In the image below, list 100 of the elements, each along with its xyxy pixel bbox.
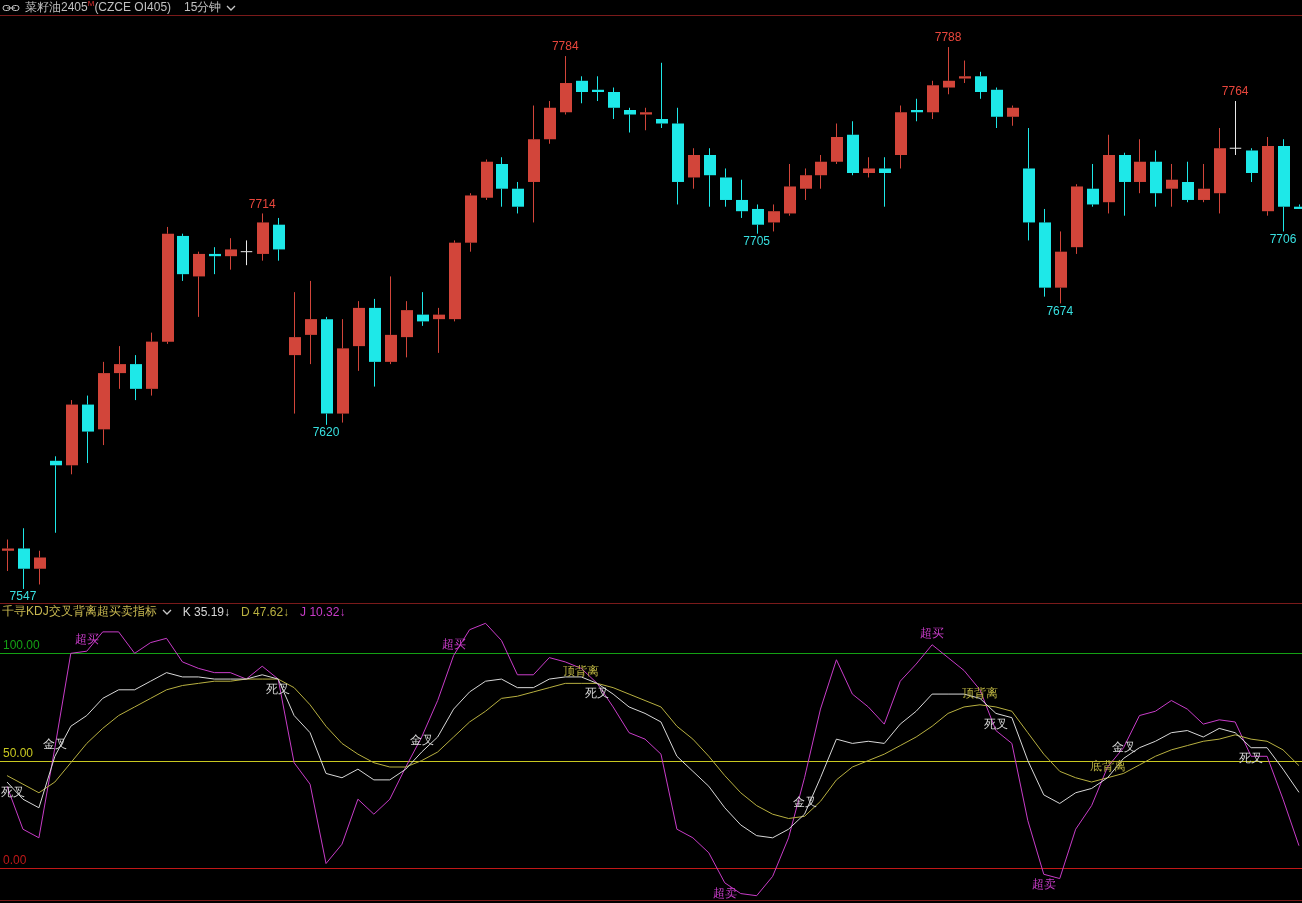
text: 7547 — [9, 589, 37, 604]
candlestick — [720, 167, 732, 208]
candlestick — [1039, 208, 1051, 298]
text: J 10.32↓ — [300, 604, 346, 619]
candlestick — [337, 318, 349, 424]
candlestick — [66, 399, 78, 475]
candlestick — [162, 226, 174, 345]
candlestick — [752, 203, 764, 235]
data-label: 金叉 — [792, 795, 817, 810]
candlestick — [831, 123, 843, 165]
candlestick — [1134, 138, 1146, 194]
candlestick — [18, 527, 30, 590]
text: 7788 — [934, 30, 962, 45]
candlestick — [672, 107, 684, 205]
candlestick — [353, 300, 365, 372]
candlestick — [146, 332, 158, 397]
candlestick — [1278, 138, 1290, 232]
candlestick — [385, 275, 397, 365]
candlestick — [321, 316, 333, 426]
candlestick — [114, 345, 126, 390]
data-label: 金叉 — [42, 737, 67, 752]
candlestick — [1150, 149, 1162, 208]
candlestick — [768, 203, 780, 232]
candlestick — [449, 239, 461, 322]
candlestick — [560, 55, 572, 116]
data-label: 超卖 — [1031, 877, 1056, 892]
candlestick — [608, 87, 620, 120]
text: 7674 — [1046, 303, 1074, 318]
data-label: 超买 — [920, 625, 945, 640]
candlestick — [512, 181, 524, 214]
candlestick — [1229, 100, 1242, 156]
candlestick — [991, 87, 1003, 129]
ref-line-label: 0.00 — [3, 852, 27, 867]
candlestick — [369, 298, 381, 388]
legend-label: K 35.19↓ — [182, 604, 231, 619]
candlestick — [98, 361, 110, 446]
candlestick — [34, 550, 46, 585]
candlestick — [975, 71, 987, 100]
candlestick — [130, 354, 142, 401]
candlestick — [177, 233, 189, 282]
candlestick — [401, 300, 413, 358]
candlestick — [481, 158, 493, 201]
data-label: 死叉 — [585, 686, 610, 701]
candlestick — [1071, 183, 1083, 255]
text: 7705 — [743, 234, 771, 248]
candlestick — [289, 291, 301, 415]
candlestick — [800, 167, 812, 201]
ref-line-label: 100.00 — [3, 637, 41, 652]
candlestick — [863, 156, 875, 178]
candlestick — [193, 251, 205, 318]
candlestick — [815, 154, 827, 190]
candlestick — [704, 147, 716, 208]
candlestick — [1246, 147, 1258, 183]
candlestick — [528, 105, 540, 223]
candlestick — [959, 60, 971, 84]
candlestick — [1262, 136, 1274, 217]
candlestick — [656, 62, 668, 129]
text: 7706 — [1269, 231, 1297, 246]
chart-subtitle: 15分钟 — [184, 0, 222, 16]
candlestick — [1103, 134, 1115, 214]
candlestick — [273, 217, 285, 262]
candlestick — [544, 100, 556, 145]
candlestick — [688, 147, 700, 190]
text: 7784 — [551, 39, 579, 54]
candlestick — [879, 156, 891, 208]
candlestick — [240, 239, 253, 266]
chart-title: 千寻KDJ交叉背离超买卖指标 — [2, 603, 157, 620]
candlestick — [927, 80, 939, 120]
data-label: 超卖 — [712, 885, 737, 900]
data-label: 死叉 — [983, 716, 1008, 731]
candlestick — [1087, 163, 1099, 208]
text: 7714 — [248, 196, 276, 211]
data-label: 超买 — [441, 636, 466, 651]
candlestick — [1119, 152, 1131, 217]
candlestick — [1055, 230, 1067, 304]
candlestick — [1214, 127, 1226, 214]
candlestick — [1023, 127, 1035, 241]
chart-title: 菜籽油2405$^{M}$(CZCE OI405) — [25, 0, 172, 16]
candlestick — [225, 237, 237, 271]
candlestick — [624, 107, 636, 133]
text: 7764 — [1221, 84, 1249, 99]
candlestick — [1007, 105, 1019, 127]
candlestick — [257, 212, 269, 262]
ref-line-label: 50.00 — [3, 745, 34, 760]
data-label: 死叉 — [1, 785, 25, 800]
text: D 47.62↓ — [241, 604, 290, 619]
candlestick — [784, 163, 796, 217]
candlestick — [576, 75, 588, 104]
candlestick — [736, 179, 748, 219]
candlestick — [943, 46, 955, 95]
candlestick — [496, 156, 508, 208]
candlestick — [305, 280, 317, 365]
candlestick — [82, 395, 94, 464]
candlestick — [847, 120, 859, 176]
candlestick — [640, 107, 652, 131]
candlestick — [895, 105, 907, 169]
data-label: 金叉 — [409, 733, 434, 748]
data-label: 超买 — [74, 632, 99, 647]
candlestick — [1166, 163, 1178, 208]
candlestick — [1198, 163, 1210, 203]
